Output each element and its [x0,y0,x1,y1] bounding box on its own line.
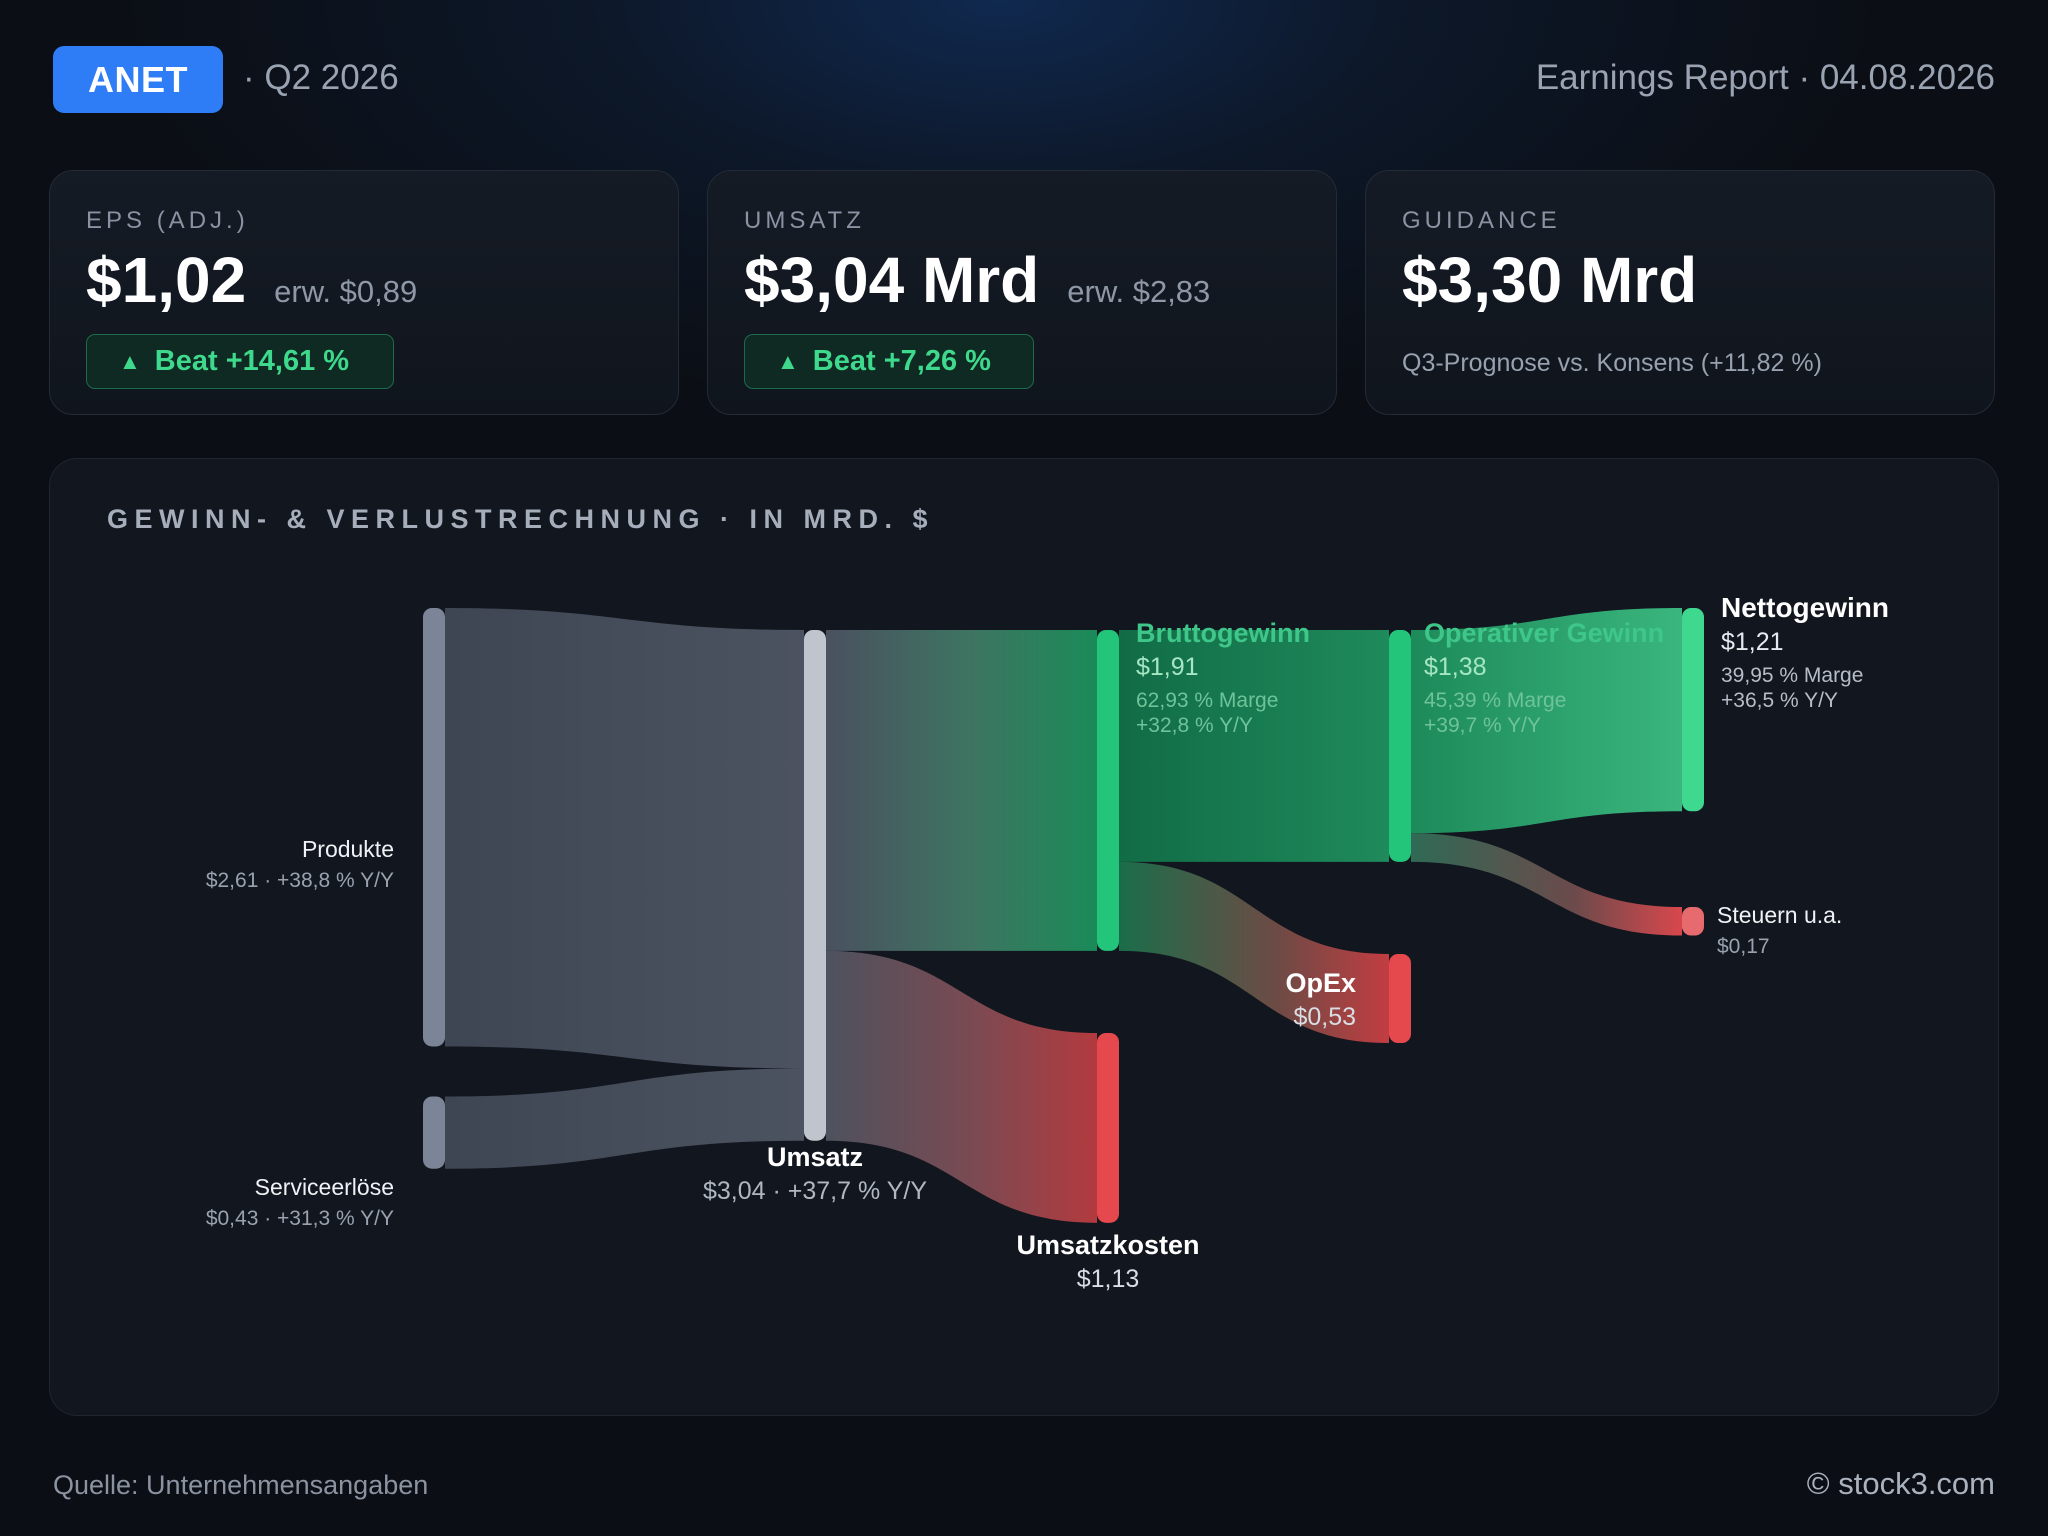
node-label-umsatzkosten: Umsatzkosten $1,13 [958,1230,1258,1294]
umsatz-sub: $3,04 · +37,7 % Y/Y [703,1177,927,1205]
revenue-beat-text: Beat +7,26 % [812,345,991,377]
bruttogewinn-margin: 62,93 % Marge [1136,689,1279,712]
steuern-value: $0,17 [1717,935,1770,958]
link-umsatz-umsatzkosten [826,950,1097,1223]
opgewinn-margin: 45,39 % Marge [1424,689,1567,712]
guidance-label: GUIDANCE [1402,207,1561,234]
node-nettogewinn [1682,608,1704,812]
guidance-note: Q3-Prognose vs. Konsens (+11,82 %) [1402,349,1822,377]
link-bruttogewinn-opgewinn [1119,630,1389,862]
umsatzkosten-name: Umsatzkosten [1016,1230,1200,1260]
link-opgewinn-nettogewinn [1411,608,1682,834]
revenue-value: $3,04 Mrd erw. $2,83 [744,243,1210,317]
source-note: Quelle: Unternehmensangaben [53,1470,429,1500]
eps-beat-text: Beat +14,61 % [154,345,350,377]
eps-label: EPS (ADJ.) [86,207,249,234]
link-opgewinn-steuern [1411,833,1682,936]
produkte-sub: $2,61 · +38,8 % Y/Y [205,869,394,892]
opgewinn-value: $1,38 [1424,653,1487,681]
eps-beat-badge: ▲ Beat +14,61 % [86,334,394,389]
opgewinn-name: Operativer Gewinn [1424,618,1665,648]
steuern-name: Steuern u.a. [1717,902,1843,928]
bruttogewinn-name: Bruttogewinn [1136,618,1310,648]
node-opex [1389,954,1411,1044]
node-label-produkte: Produkte $2,61 · +38,8 % Y/Y [206,836,394,893]
revenue-card: UMSATZ $3,04 Mrd erw. $2,83 ▲ Beat +7,26 % [707,170,1337,415]
up-triangle-icon: ▲ [777,348,799,374]
brand-credit: © stock3.com [1806,1466,1995,1501]
node-label-opgewinn: Operativer Gewinn $1,38 45,39 % Marge +3… [1424,618,1664,738]
node-bruttogewinn [1097,630,1119,951]
node-label-umsatz: Umsatz $3,04 · +37,7 % Y/Y [665,1142,965,1206]
eps-expected: erw. $0,89 [274,274,418,309]
opex-value: $0,53 [1293,1003,1356,1031]
bruttogewinn-value: $1,91 [1136,653,1199,681]
revenue-expected: erw. $2,83 [1067,274,1211,309]
node-steuern [1682,907,1704,936]
nettogewinn-yoy: +36,5 % Y/Y [1721,689,1838,712]
guidance-value: $3,30 Mrd [1402,244,1698,316]
panel-title: GEWINN- & VERLUSTRECHNUNG · IN MRD. $ [107,504,934,534]
ticker-badge: ANET [53,46,223,113]
node-label-nettogewinn: Nettogewinn $1,21 39,95 % Marge +36,5 % … [1721,592,1889,713]
node-produkte [423,608,445,1047]
opex-name: OpEx [1285,968,1356,998]
nettogewinn-margin: 39,95 % Marge [1721,664,1864,687]
revenue-value-number: $3,04 Mrd [744,244,1040,316]
produkte-name: Produkte [301,836,394,862]
nettogewinn-name: Nettogewinn [1721,592,1889,623]
eps-value-number: $1,02 [86,244,247,316]
umsatz-name: Umsatz [766,1142,864,1172]
service-name: Serviceerlöse [254,1174,394,1200]
revenue-label: UMSATZ [744,207,865,234]
link-produkte-umsatz [445,608,804,1069]
nettogewinn-value: $1,21 [1721,628,1784,656]
node-opgewinn [1389,630,1411,862]
bruttogewinn-yoy: +32,8 % Y/Y [1136,714,1253,737]
guidance-card: GUIDANCE $3,30 Mrd Q3-Prognose vs. Konse… [1365,170,1995,415]
umsatzkosten-value: $1,13 [1076,1265,1140,1293]
report-date: Earnings Report · 04.08.2026 [1535,58,1995,97]
link-bruttogewinn-opex [1119,861,1389,1044]
node-umsatz [804,630,826,1141]
node-label-bruttogewinn: Bruttogewinn $1,91 62,93 % Marge +32,8 %… [1136,618,1310,738]
quarter-label: · Q2 2026 [243,58,399,97]
eps-card: EPS (ADJ.) $1,02 erw. $0,89 ▲ Beat +14,61 … [49,170,679,415]
eps-value: $1,02 erw. $0,89 [86,243,417,317]
node-label-opex: OpEx $0,53 [1285,968,1356,1032]
link-service-umsatz [445,1068,804,1169]
node-label-service: Serviceerlöse $0,43 · +31,3 % Y/Y [206,1174,394,1231]
node-umsatzkosten [1097,1033,1119,1223]
service-sub: $0,43 · +31,3 % Y/Y [205,1207,394,1230]
up-triangle-icon: ▲ [119,348,141,374]
node-label-steuern: Steuern u.a. $0,17 [1717,902,1842,959]
link-umsatz-bruttogewinn [826,630,1097,951]
node-service [423,1096,445,1169]
opgewinn-yoy: +39,7 % Y/Y [1424,714,1541,737]
revenue-beat-badge: ▲ Beat +7,26 % [744,334,1034,389]
